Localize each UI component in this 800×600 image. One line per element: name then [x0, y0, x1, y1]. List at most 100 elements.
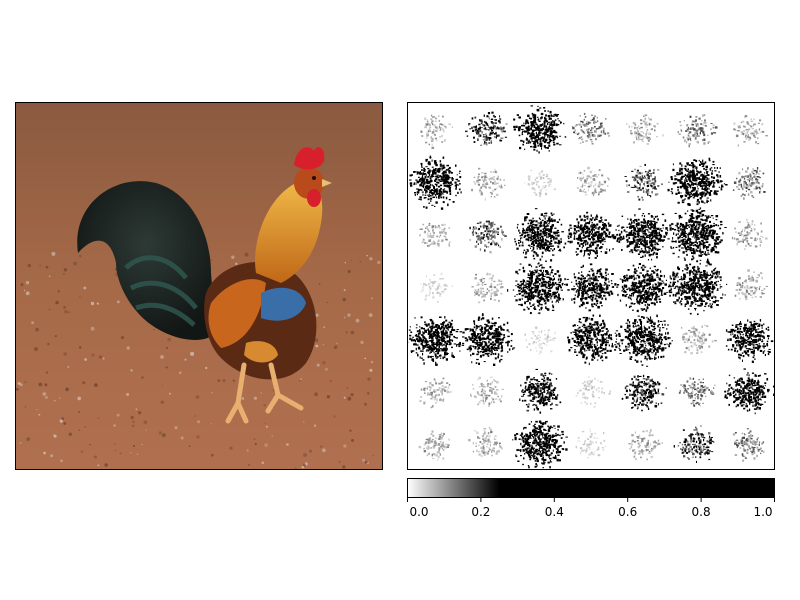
heatmap-dot [428, 162, 431, 166]
heatmap-dot [595, 285, 597, 287]
heatmap-dot [673, 232, 675, 235]
heatmap-dot [532, 249, 535, 251]
heatmap-dot [701, 120, 703, 122]
heatmap-dot [547, 127, 550, 131]
heatmap-dot [679, 172, 682, 175]
heatmap-dot [484, 172, 487, 175]
heatmap-dot [684, 228, 686, 230]
heatmap-dot [536, 281, 539, 284]
heatmap-dot [644, 247, 646, 250]
heatmap-dot [652, 172, 655, 174]
heatmap-dot [477, 132, 479, 135]
heatmap-dot [673, 241, 677, 243]
heatmap-dot [537, 237, 539, 239]
heatmap-dot [705, 165, 708, 169]
heatmap-dot [696, 249, 699, 252]
ground-speckle [48, 308, 51, 311]
heatmap-dot [705, 185, 707, 187]
heatmap-dot [558, 144, 562, 146]
heatmap-dot [535, 179, 537, 183]
heatmap-dot [533, 236, 536, 240]
heatmap-dot [696, 184, 699, 186]
heatmap-dot [707, 174, 710, 176]
heatmap-dot [493, 280, 496, 283]
heatmap-dot [630, 226, 633, 228]
heatmap-dot [532, 220, 534, 223]
heatmap-dot [753, 133, 756, 135]
heatmap-dot [749, 244, 752, 247]
heatmap-dot [692, 175, 695, 177]
heatmap-dot [743, 186, 746, 188]
heatmap-dot [642, 255, 644, 258]
heatmap-dot [587, 175, 590, 177]
heatmap-dot [530, 127, 532, 131]
heatmap-dot [682, 238, 685, 241]
heatmap-dot [671, 188, 673, 190]
heatmap-dot [703, 121, 706, 124]
heatmap-dot [697, 246, 700, 249]
heatmap-dot [692, 217, 695, 219]
heatmap-dot [586, 121, 588, 123]
heatmap-dot [493, 228, 495, 230]
heatmap-dot [551, 136, 554, 138]
ground-speckle [126, 346, 130, 350]
heatmap-dot [591, 299, 594, 302]
heatmap-dot [592, 117, 595, 120]
heatmap-dot [518, 289, 521, 292]
heatmap-dot [663, 235, 666, 238]
heatmap-dot [526, 306, 528, 308]
heatmap-dot [601, 305, 603, 307]
heatmap-dot [677, 173, 680, 176]
heatmap-dot [415, 171, 417, 173]
heatmap-dot [538, 192, 541, 195]
heatmap-dot [695, 179, 698, 182]
heatmap-dot [426, 132, 429, 135]
heatmap-dot [433, 124, 436, 127]
heatmap-dot [538, 185, 540, 188]
heatmap-dot [439, 136, 442, 138]
heatmap-dot [544, 133, 547, 136]
heatmap-dot [656, 215, 658, 218]
heatmap-dot [566, 278, 569, 280]
heatmap-dot [681, 181, 683, 184]
heatmap-dot [482, 232, 484, 234]
heatmap-dot [528, 288, 531, 291]
heatmap-dot [544, 244, 547, 246]
heatmap-dot [602, 243, 604, 245]
heatmap-dot [549, 241, 551, 245]
heatmap-dot [441, 231, 444, 234]
heatmap-dot [447, 175, 450, 178]
heatmap-dot [621, 249, 623, 251]
heatmap-dot [692, 250, 695, 252]
heatmap-dot [647, 229, 649, 232]
heatmap-dot [525, 219, 527, 221]
heatmap-dot [637, 240, 640, 242]
heatmap-dot [706, 199, 708, 202]
heatmap-dot [676, 229, 680, 231]
heatmap-dot [486, 115, 489, 118]
heatmap-dot [639, 189, 642, 191]
heatmap-dot [485, 293, 488, 295]
heatmap-dot [641, 227, 644, 230]
heatmap-dot [692, 232, 695, 235]
heatmap-dot [500, 127, 503, 131]
heatmap-dot [416, 180, 420, 184]
heatmap-dot [535, 139, 539, 142]
heatmap-dot [701, 191, 704, 193]
heatmap-dot [709, 216, 712, 218]
heatmap-dot [759, 244, 761, 247]
heatmap-dot [679, 185, 682, 189]
heatmap-dot [551, 219, 554, 223]
heatmap-dot [692, 224, 695, 226]
heatmap-dot [586, 135, 590, 138]
heatmap-dot [522, 143, 524, 146]
heatmap-dot [569, 227, 573, 229]
heatmap-dot [600, 246, 603, 249]
heatmap-dot [496, 288, 498, 291]
heatmap-dot [484, 179, 488, 181]
heatmap-dot [746, 221, 749, 223]
heatmap-dot [474, 129, 476, 131]
heatmap-dot [486, 273, 489, 276]
heatmap-dot [587, 189, 589, 191]
heatmap-dot [427, 168, 430, 170]
